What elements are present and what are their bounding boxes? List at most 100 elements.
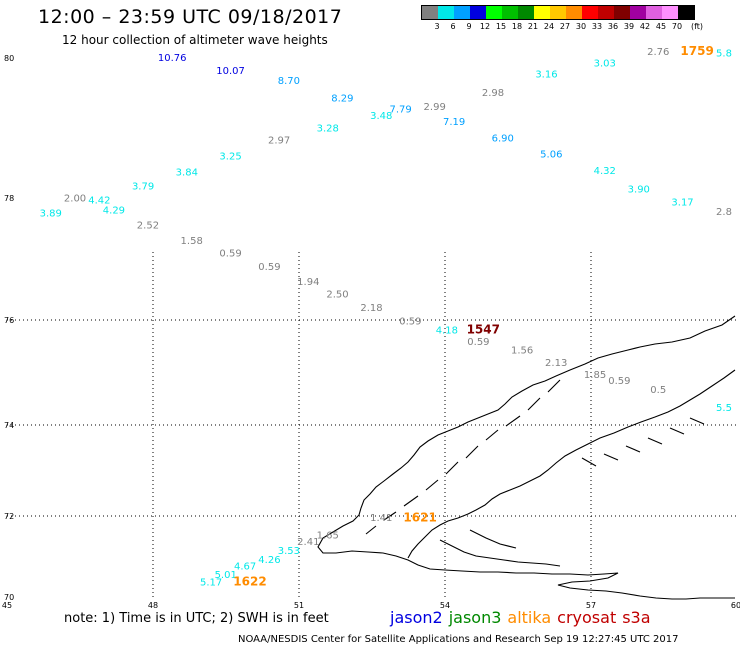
pass-time-label: 1759 [680, 44, 713, 58]
wave-height-label: 0.59 [467, 337, 489, 348]
pass-time-label: 1622 [233, 574, 266, 588]
legend-swatch [678, 6, 694, 19]
legend-swatch [566, 6, 582, 19]
legend-label: 45 [655, 22, 667, 31]
legend-swatch [486, 6, 502, 19]
satellite-legend: jason2 jason3 altika cryosat s3a [390, 608, 657, 627]
legend-label: 42 [639, 22, 651, 31]
wave-height-label: 0.59 [219, 249, 241, 260]
legend-color-bar [421, 5, 695, 20]
legend-label: 3 [434, 22, 440, 31]
latitude-label: 76 [4, 316, 14, 325]
coastline-north-island [317, 315, 736, 600]
map-subtitle: 12 hour collection of altimeter wave hei… [62, 33, 328, 47]
wave-height-label: 3.17 [671, 197, 693, 208]
longitude-label: 57 [586, 601, 596, 610]
wave-height-label: 8.70 [278, 76, 300, 87]
legend-label: 70 [671, 22, 683, 31]
latitude-label: 72 [4, 512, 14, 521]
wave-height-label: 5.06 [540, 149, 562, 160]
wave-height-label: 3.25 [219, 152, 241, 163]
footer-credit: NOAA/NESDIS Center for Satellite Applica… [238, 634, 679, 645]
wave-height-label: 5.5 [716, 403, 732, 414]
wave-height-label: 1.56 [511, 346, 533, 357]
wave-height-label: 10.07 [216, 66, 245, 77]
legend-swatch [550, 6, 566, 19]
legend-label: 30 [575, 22, 587, 31]
wave-height-label: 4.29 [103, 205, 125, 216]
map-title: 12:00 – 23:59 UTC 09/18/2017 [38, 6, 343, 28]
wave-height-label: 0.59 [399, 317, 421, 328]
satellite-jason2: jason2 [390, 608, 443, 627]
wave-height-label: 2.97 [268, 135, 290, 146]
legend-swatch [470, 6, 486, 19]
coastline [317, 315, 736, 600]
wave-height-label: 0.59 [608, 376, 630, 387]
wave-height-label: 2.00 [64, 194, 86, 205]
legend-swatch [438, 6, 454, 19]
wave-height-label: 3.48 [370, 111, 392, 122]
legend-label: 15 [495, 22, 507, 31]
legend-swatch [454, 6, 470, 19]
longitude-label: 60 [731, 601, 740, 610]
legend-swatch [518, 6, 534, 19]
pass-time-label: 1621 [403, 510, 436, 524]
wave-height-label: 2.98 [482, 88, 504, 99]
legend-label: 39 [623, 22, 635, 31]
wave-height-label: 3.90 [628, 184, 650, 195]
legend-unit: (ft) [690, 22, 704, 31]
coastline-fjords [365, 379, 705, 535]
latitude-label: 70 [4, 593, 14, 602]
wave-height-label: 7.79 [390, 105, 412, 116]
wave-height-label: 5.01 [215, 570, 237, 581]
wave-height-label: 3.79 [132, 182, 154, 193]
legend-swatch [502, 6, 518, 19]
wave-height-label: 8.29 [331, 93, 353, 104]
wave-height-label: 6.90 [492, 133, 514, 144]
wave-height-label: 0.59 [258, 262, 280, 273]
wave-height-label: 3.53 [278, 546, 300, 557]
legend-swatch [534, 6, 550, 19]
wave-height-label: 3.84 [176, 168, 198, 179]
latitude-label: 80 [4, 54, 14, 63]
footer-note: note: 1) Time is in UTC; 2) SWH is in fe… [64, 611, 329, 626]
satellite-altika: altika [507, 608, 552, 627]
wave-height-label: 1.85 [584, 370, 606, 381]
wave-height-label: 2.18 [360, 303, 382, 314]
legend-swatch [662, 6, 678, 19]
wave-height-label: 7.19 [443, 117, 465, 128]
wave-height-label: 3.28 [317, 124, 339, 135]
legend-label: 18 [511, 22, 523, 31]
legend-label: 24 [543, 22, 555, 31]
wave-height-label: 1.58 [181, 236, 203, 247]
pass-time-label: 1547 [467, 323, 500, 337]
color-legend: 3 6 9 12 15 18 21 24 27 30 33 36 39 42 45 70 (ft) [421, 5, 703, 34]
latitude-label: 78 [4, 194, 14, 203]
legend-swatch [630, 6, 646, 19]
satellite-s3a: s3a [622, 608, 651, 627]
wave-height-label: 1.94 [297, 277, 319, 288]
legend-swatch [422, 6, 438, 19]
observation-labels: 10.76 10.07 8.70 8.29 3.487.79 2.99 7.19 2.98 6.… [40, 44, 732, 588]
legend-labels: 3 6 9 12 15 18 21 24 27 30 33 36 39 42 45 70 (ft) [421, 22, 703, 34]
coastline-south-bay [439, 529, 561, 567]
wave-height-label: 3.16 [535, 70, 557, 81]
wave-height-label: 4.26 [258, 555, 280, 566]
wave-height-label: 2.76 [647, 47, 669, 58]
wave-height-label: 2.99 [424, 102, 446, 113]
wave-height-label: 2.50 [326, 289, 348, 300]
legend-label: 9 [466, 22, 472, 31]
wave-height-label: 5.17 [200, 577, 222, 588]
wave-height-label: 2.41 [297, 537, 319, 548]
longitude-label: 48 [148, 601, 158, 610]
wave-height-label: 0.5 [650, 385, 666, 396]
longitude-label: 51 [294, 601, 304, 610]
wave-height-label: 4.32 [594, 166, 616, 177]
wave-height-label: 1.65 [317, 530, 339, 541]
wave-height-label: 2.13 [545, 358, 567, 369]
wave-height-label: 4.67 [234, 561, 256, 572]
satellite-cryosat: cryosat [557, 608, 617, 627]
coastline-east-shore [407, 369, 736, 559]
legend-label: 12 [479, 22, 491, 31]
